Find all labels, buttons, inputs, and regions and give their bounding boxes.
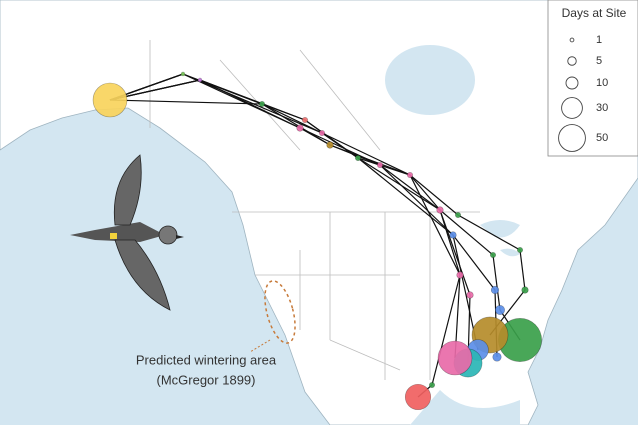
site-marker — [490, 252, 496, 258]
legend-marker — [569, 37, 575, 43]
legend-marker — [565, 76, 579, 90]
site-marker — [302, 117, 308, 123]
legend-marker — [558, 124, 586, 152]
site-marker — [449, 231, 457, 239]
site-marker — [326, 141, 334, 149]
site-marker — [259, 101, 265, 107]
site-marker — [437, 340, 473, 376]
site-marker — [197, 77, 203, 83]
site-marker — [495, 305, 505, 315]
annotation-text: Predicted wintering area — [136, 352, 277, 367]
legend-label: 10 — [596, 77, 608, 89]
legend: 1 5 10 30 50 — [558, 34, 608, 152]
site-marker — [319, 130, 325, 136]
annotation-text: (McGregor 1899) — [157, 372, 256, 387]
site-marker — [456, 271, 464, 279]
site-marker — [436, 206, 444, 214]
site-marker — [492, 352, 502, 362]
site-marker — [466, 291, 474, 299]
site-marker — [521, 286, 529, 294]
legend-label: 1 — [596, 34, 602, 46]
legend-label: 50 — [596, 132, 608, 144]
site-marker — [296, 124, 304, 132]
site-marker — [355, 155, 361, 161]
site-marker — [180, 71, 186, 77]
site-marker — [92, 82, 128, 118]
gulf — [410, 390, 520, 425]
site-marker — [490, 285, 500, 295]
track — [109, 73, 521, 341]
legend-label: 5 — [596, 55, 602, 67]
legend-title: Days at Site — [562, 6, 627, 20]
legend-marker — [561, 97, 583, 119]
site-marker — [377, 162, 383, 168]
hudson-bay — [385, 45, 475, 115]
site-marker — [429, 382, 435, 388]
great-lakes — [480, 220, 520, 257]
site-marker — [517, 247, 523, 253]
legend-label: 30 — [596, 102, 608, 114]
sites — [92, 71, 542, 411]
site-marker — [455, 212, 461, 218]
bird-illustration — [70, 154, 184, 311]
site-marker — [407, 172, 413, 178]
legend-marker — [567, 56, 577, 66]
wintering-area — [264, 280, 296, 344]
site-marker — [404, 383, 432, 411]
